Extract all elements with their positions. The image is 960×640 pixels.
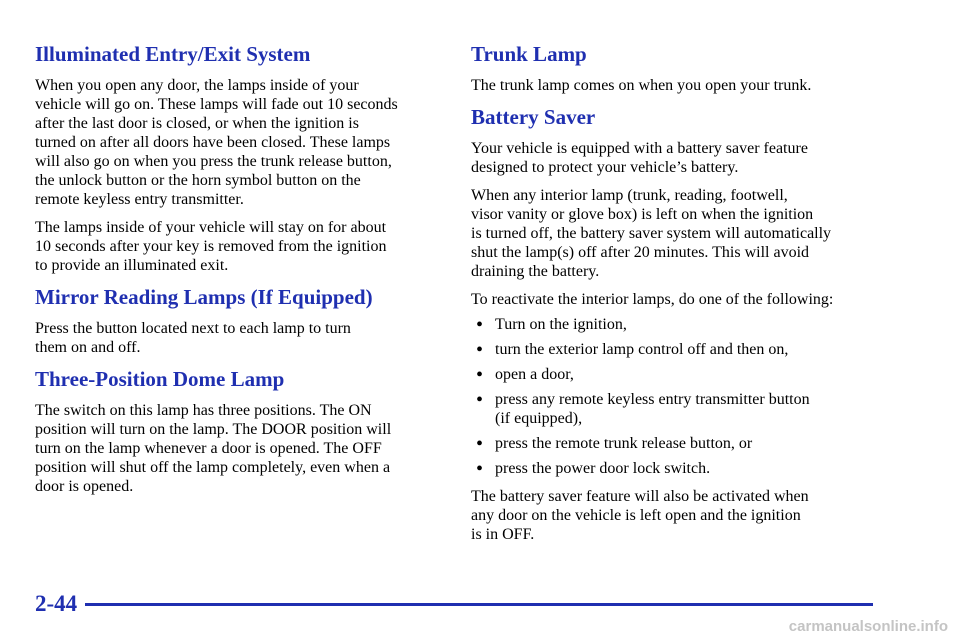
bullet-text: (if equipped),	[495, 410, 583, 427]
body-text: will also go on when you press the trunk…	[35, 153, 392, 170]
body-text: position will turn on the lamp. The DOOR…	[35, 421, 392, 438]
bullet: •	[476, 458, 484, 480]
body-text: the unlock button or the horn symbol but…	[35, 172, 361, 189]
body-text: Your vehicle is equipped with a battery …	[471, 140, 808, 157]
bullet-text: open a door,	[495, 366, 574, 383]
body-text: turn on the lamp whenever a door is open…	[35, 440, 382, 457]
body-text: door is opened.	[35, 478, 134, 495]
body-text: shut the lamp(s) off after 20 minutes. T…	[471, 244, 810, 261]
bullet: •	[476, 433, 484, 455]
body-text: to provide an illuminated exit.	[35, 257, 229, 274]
bullet-text: turn the exterior lamp control off and t…	[495, 341, 789, 358]
body-text: The switch on this lamp has three positi…	[35, 402, 372, 419]
bullet: •	[476, 364, 484, 386]
body-text: draining the battery.	[471, 263, 600, 280]
section-heading: Three-Position Dome Lamp	[35, 367, 285, 391]
section-heading: Mirror Reading Lamps (If Equipped)	[35, 285, 373, 309]
body-text: visor vanity or glove box) is left on wh…	[471, 206, 814, 223]
bullet: •	[476, 314, 484, 336]
body-text: The lamps inside of your vehicle will st…	[35, 219, 387, 236]
bullet-text: press the remote trunk release button, o…	[495, 435, 753, 452]
bullet-text: press any remote keyless entry transmitt…	[495, 391, 810, 408]
section-heading: Trunk Lamp	[471, 42, 587, 66]
body-text: 10 seconds after your key is removed fro…	[35, 238, 387, 255]
page-number: 2-44	[35, 591, 78, 616]
body-text: is in OFF.	[471, 526, 535, 543]
body-text: remote keyless entry transmitter.	[35, 191, 244, 208]
body-text: The battery saver feature will also be a…	[471, 488, 809, 505]
section-heading: Battery Saver	[471, 105, 596, 129]
body-text: When any interior lamp (trunk, reading, …	[471, 187, 788, 204]
body-text: position will shut off the lamp complete…	[35, 459, 391, 476]
body-text: any door on the vehicle is left open and…	[471, 507, 801, 524]
body-text: after the last door is closed, or when t…	[35, 115, 359, 132]
bullet: •	[476, 339, 484, 361]
body-text: is turned off, the battery saver system …	[471, 225, 832, 242]
bullet: •	[476, 389, 484, 411]
body-text: them on and off.	[35, 339, 141, 356]
body-text: The trunk lamp comes on when you open yo…	[471, 77, 812, 94]
body-text: turned on after all doors have been clos…	[35, 134, 391, 151]
watermark: carmanualsonline.info	[788, 618, 948, 635]
bullet-text: press the power door lock switch.	[495, 460, 711, 477]
footer-rule	[85, 603, 873, 606]
body-text: designed to protect your vehicle’s batte…	[471, 159, 739, 176]
bullet-text: Turn on the ignition,	[495, 316, 627, 333]
section-heading: Illuminated Entry/Exit System	[35, 42, 311, 66]
body-text: When you open any door, the lamps inside…	[35, 77, 359, 94]
body-text: To reactivate the interior lamps, do one…	[471, 291, 834, 308]
body-text: Press the button located next to each la…	[35, 320, 351, 337]
body-text: vehicle will go on. These lamps will fad…	[35, 96, 398, 113]
